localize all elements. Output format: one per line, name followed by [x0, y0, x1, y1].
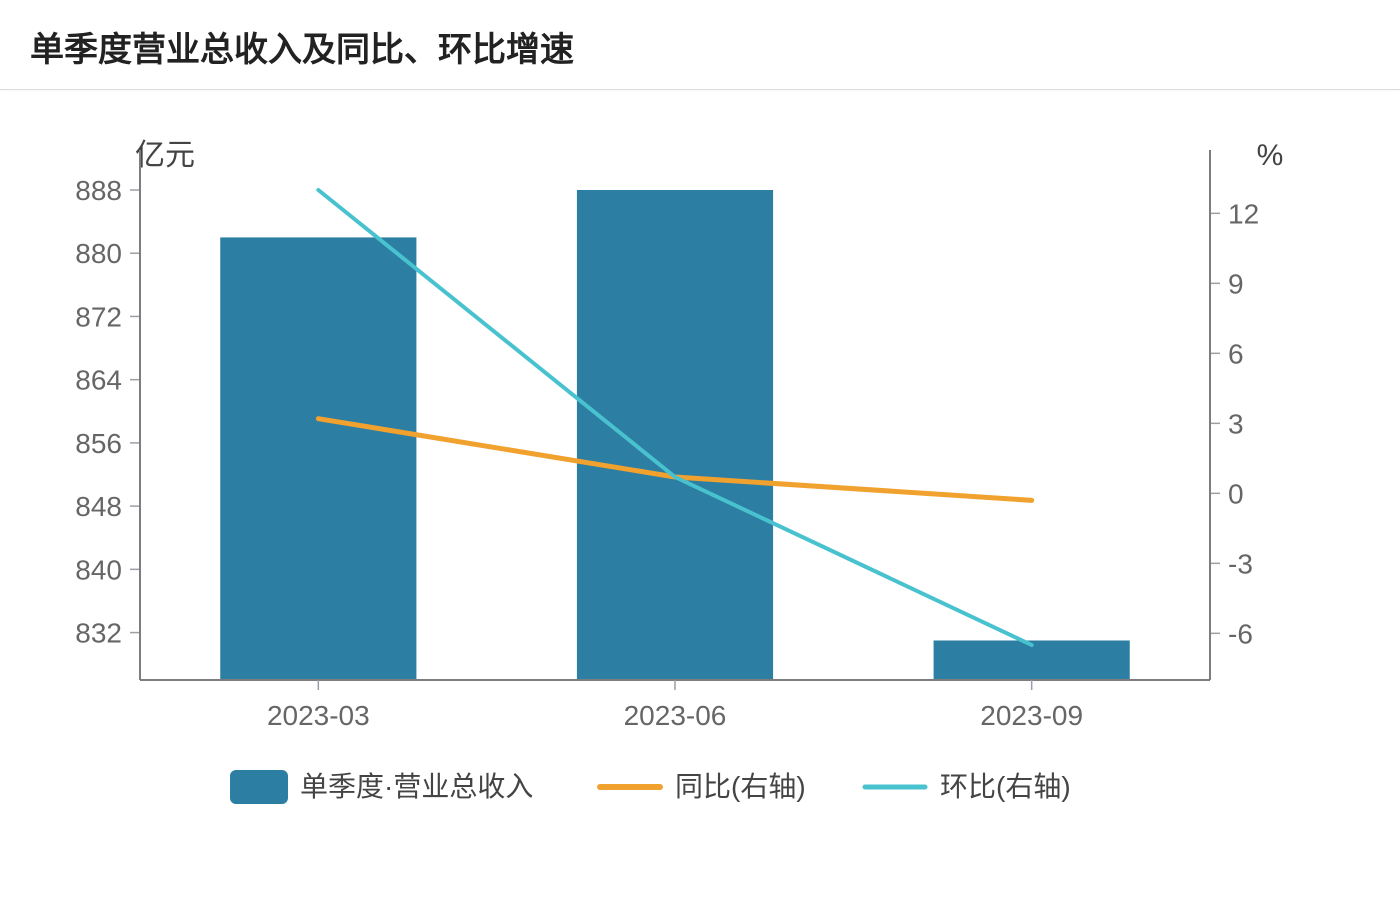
bar: [220, 237, 416, 680]
x-tick-label: 2023-06: [624, 700, 727, 731]
left-tick-label: 848: [75, 491, 122, 522]
chart-title: 单季度营业总收入及同比、环比增速: [0, 0, 1400, 90]
left-tick-label: 856: [75, 428, 122, 459]
right-tick-label: 12: [1228, 198, 1259, 229]
chart-svg: 亿元% 888 880 872 864 856 848 840 832 12 9 6 3 0 -3 -6 202…: [0, 90, 1400, 905]
right-tick-label: 6: [1228, 338, 1244, 369]
chart-card: 单季度营业总收入及同比、环比增速 亿元% 888 880 872 864 856 848 84…: [0, 0, 1400, 905]
left-tick-label: 840: [75, 554, 122, 585]
legend-swatch-bar: [230, 770, 288, 804]
bar: [577, 190, 773, 680]
x-tick-label: 2023-09: [980, 700, 1083, 731]
right-tick-label: -6: [1228, 618, 1253, 649]
right-tick-label: 9: [1228, 268, 1244, 299]
chart-area: 亿元% 888 880 872 864 856 848 840 832 12 9 6 3 0 -3 -6 202…: [0, 90, 1400, 905]
legend-label-bar: 单季度·营业总收入: [300, 771, 533, 802]
right-unit: %: [1257, 139, 1284, 172]
left-tick-label: 880: [75, 238, 122, 269]
left-unit: 亿元: [135, 139, 195, 172]
left-tick-label: 888: [75, 175, 122, 206]
left-tick-label: 864: [75, 365, 122, 396]
right-tick-label: -3: [1228, 548, 1253, 579]
legend-label-qoq: 环比(右轴): [940, 771, 1071, 802]
legend-label-yoy: 同比(右轴): [675, 771, 806, 802]
left-tick-label: 872: [75, 301, 122, 332]
x-tick-label: 2023-03: [267, 700, 370, 731]
left-tick-label: 832: [75, 618, 122, 649]
right-tick-label: 0: [1228, 478, 1244, 509]
right-tick-label: 3: [1228, 408, 1244, 439]
